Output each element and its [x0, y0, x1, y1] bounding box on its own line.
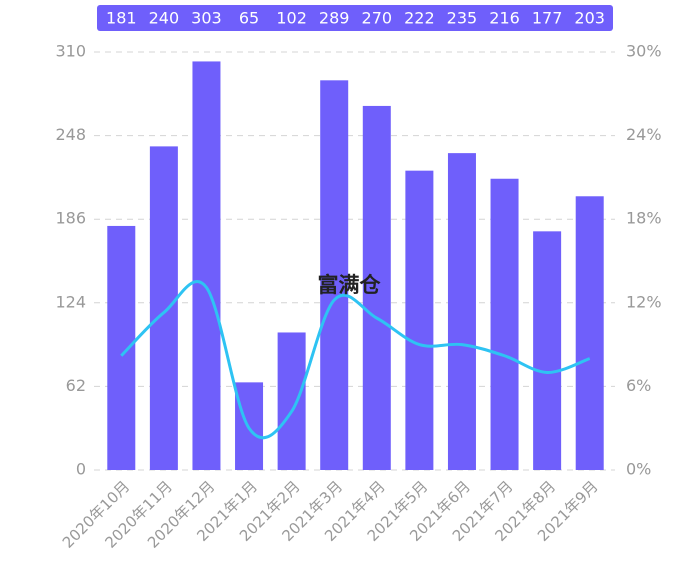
value-label: 102 — [276, 9, 307, 28]
value-label: 270 — [362, 9, 393, 28]
bar — [277, 332, 306, 470]
bar — [149, 146, 178, 471]
y2-tick-label: 12% — [626, 292, 662, 311]
bar — [447, 153, 476, 470]
annotation: 富满仓 — [318, 273, 382, 297]
y-tick-label: 248 — [55, 125, 86, 144]
value-label: 203 — [574, 9, 605, 28]
bar — [490, 178, 519, 470]
y-tick-label: 62 — [66, 376, 86, 395]
value-label: 235 — [447, 9, 478, 28]
y-tick-label: 0 — [76, 460, 86, 479]
y-tick-label: 186 — [55, 209, 86, 228]
value-label: 303 — [191, 9, 222, 28]
bar — [192, 61, 221, 470]
value-label: 216 — [489, 9, 520, 28]
y2-tick-label: 24% — [626, 125, 662, 144]
y2-tick-label: 6% — [626, 376, 651, 395]
value-label: 240 — [149, 9, 180, 28]
value-label-band — [97, 5, 613, 31]
bar — [362, 105, 391, 470]
line — [120, 280, 591, 440]
y2-tick-label: 30% — [626, 42, 662, 61]
value-label: 65 — [239, 9, 259, 28]
bar — [575, 196, 604, 471]
bar — [533, 231, 562, 470]
value-label: 177 — [532, 9, 563, 28]
value-label: 222 — [404, 9, 435, 28]
y2-tick-label: 18% — [626, 209, 662, 228]
bar — [107, 225, 136, 470]
value-label: 289 — [319, 9, 350, 28]
bar — [320, 80, 349, 470]
value-label: 181 — [106, 9, 137, 28]
y-tick-label: 310 — [55, 42, 86, 61]
y-tick-label: 124 — [55, 292, 86, 311]
bar — [405, 170, 434, 470]
y2-tick-label: 0% — [626, 460, 651, 479]
